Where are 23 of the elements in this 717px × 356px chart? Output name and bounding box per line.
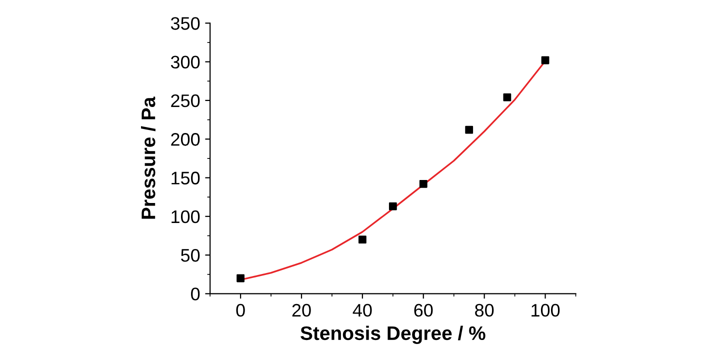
x-tick-label: 60 [414, 304, 433, 317]
x-tick-label: 100 [532, 304, 560, 317]
point [503, 93, 512, 102]
y-tick-label: 100 [172, 210, 200, 224]
point [388, 202, 397, 210]
x-tick-label: 20 [292, 304, 311, 317]
x-tick-label: 80 [475, 304, 494, 317]
y-tick-label: 250 [171, 94, 200, 108]
y-tick-label: 300 [170, 56, 200, 69]
point [358, 236, 366, 244]
point [236, 274, 245, 282]
point [541, 56, 550, 64]
x-tick-label: 0 [236, 304, 245, 317]
y-tick-label: 200 [171, 133, 200, 146]
point [465, 126, 474, 134]
y-tick-label: 50 [181, 248, 200, 262]
y-tick-label: 0 [191, 288, 200, 300]
y-tick-label: 150 [172, 172, 200, 184]
point [419, 180, 428, 188]
y-tick-label: 350 [170, 17, 200, 30]
x-axis-title: Stenosis Degree / % [300, 326, 486, 344]
y-axis-title: Pressure / Pa [141, 96, 156, 219]
x-tick-label: 40 [352, 304, 372, 317]
